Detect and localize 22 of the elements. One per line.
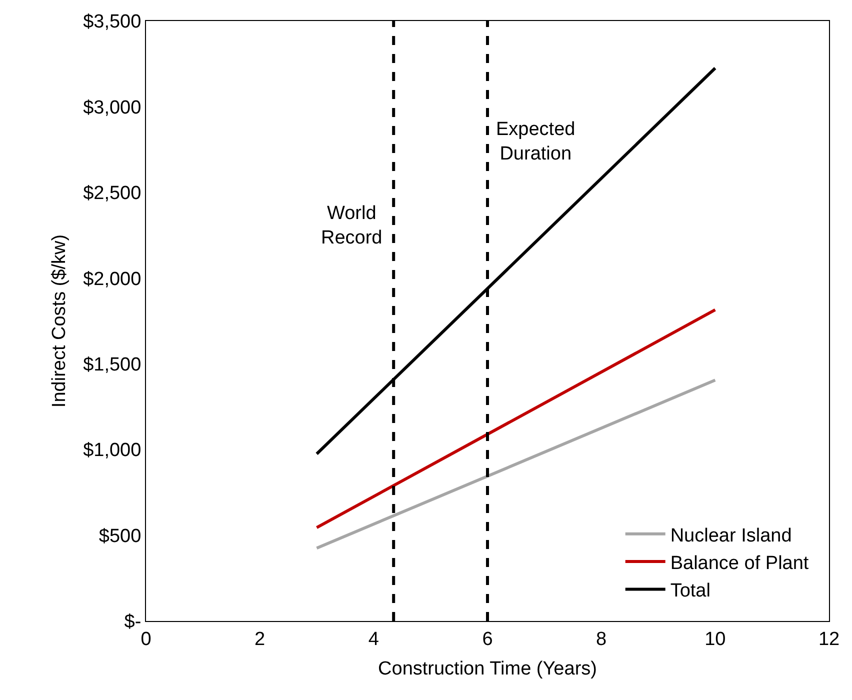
y-tick-label: $1,500 — [83, 354, 142, 376]
ref-line-label: World Record — [321, 203, 382, 249]
x-axis-title: Construction Time (Years) — [378, 658, 597, 680]
y-tick-label: $3,500 — [83, 12, 142, 33]
y-tick-label: $- — [124, 612, 142, 633]
x-tick-label: 6 — [482, 628, 493, 650]
y-axis-title: Indirect Costs ($/kw) — [48, 234, 70, 408]
legend-label: Nuclear Island — [670, 525, 792, 546]
ref-line-label: Expected Duration — [496, 119, 576, 165]
x-tick-label: 10 — [704, 628, 726, 650]
x-tick-label: 4 — [368, 628, 380, 650]
y-tick-label: $500 — [98, 526, 142, 547]
x-tick-label: 12 — [818, 628, 840, 650]
y-tick-label: $2,500 — [83, 183, 142, 204]
y-tick-label: $1,000 — [83, 440, 142, 462]
y-tick-label: $2,000 — [83, 268, 142, 290]
x-tick-label: 8 — [596, 628, 607, 650]
x-tick-label: 0 — [140, 628, 152, 650]
legend-label: Balance of Plant — [670, 552, 810, 574]
x-tick-label: 2 — [254, 628, 266, 650]
y-tick-label: $3,000 — [83, 97, 142, 118]
legend-label: Total — [670, 580, 710, 602]
